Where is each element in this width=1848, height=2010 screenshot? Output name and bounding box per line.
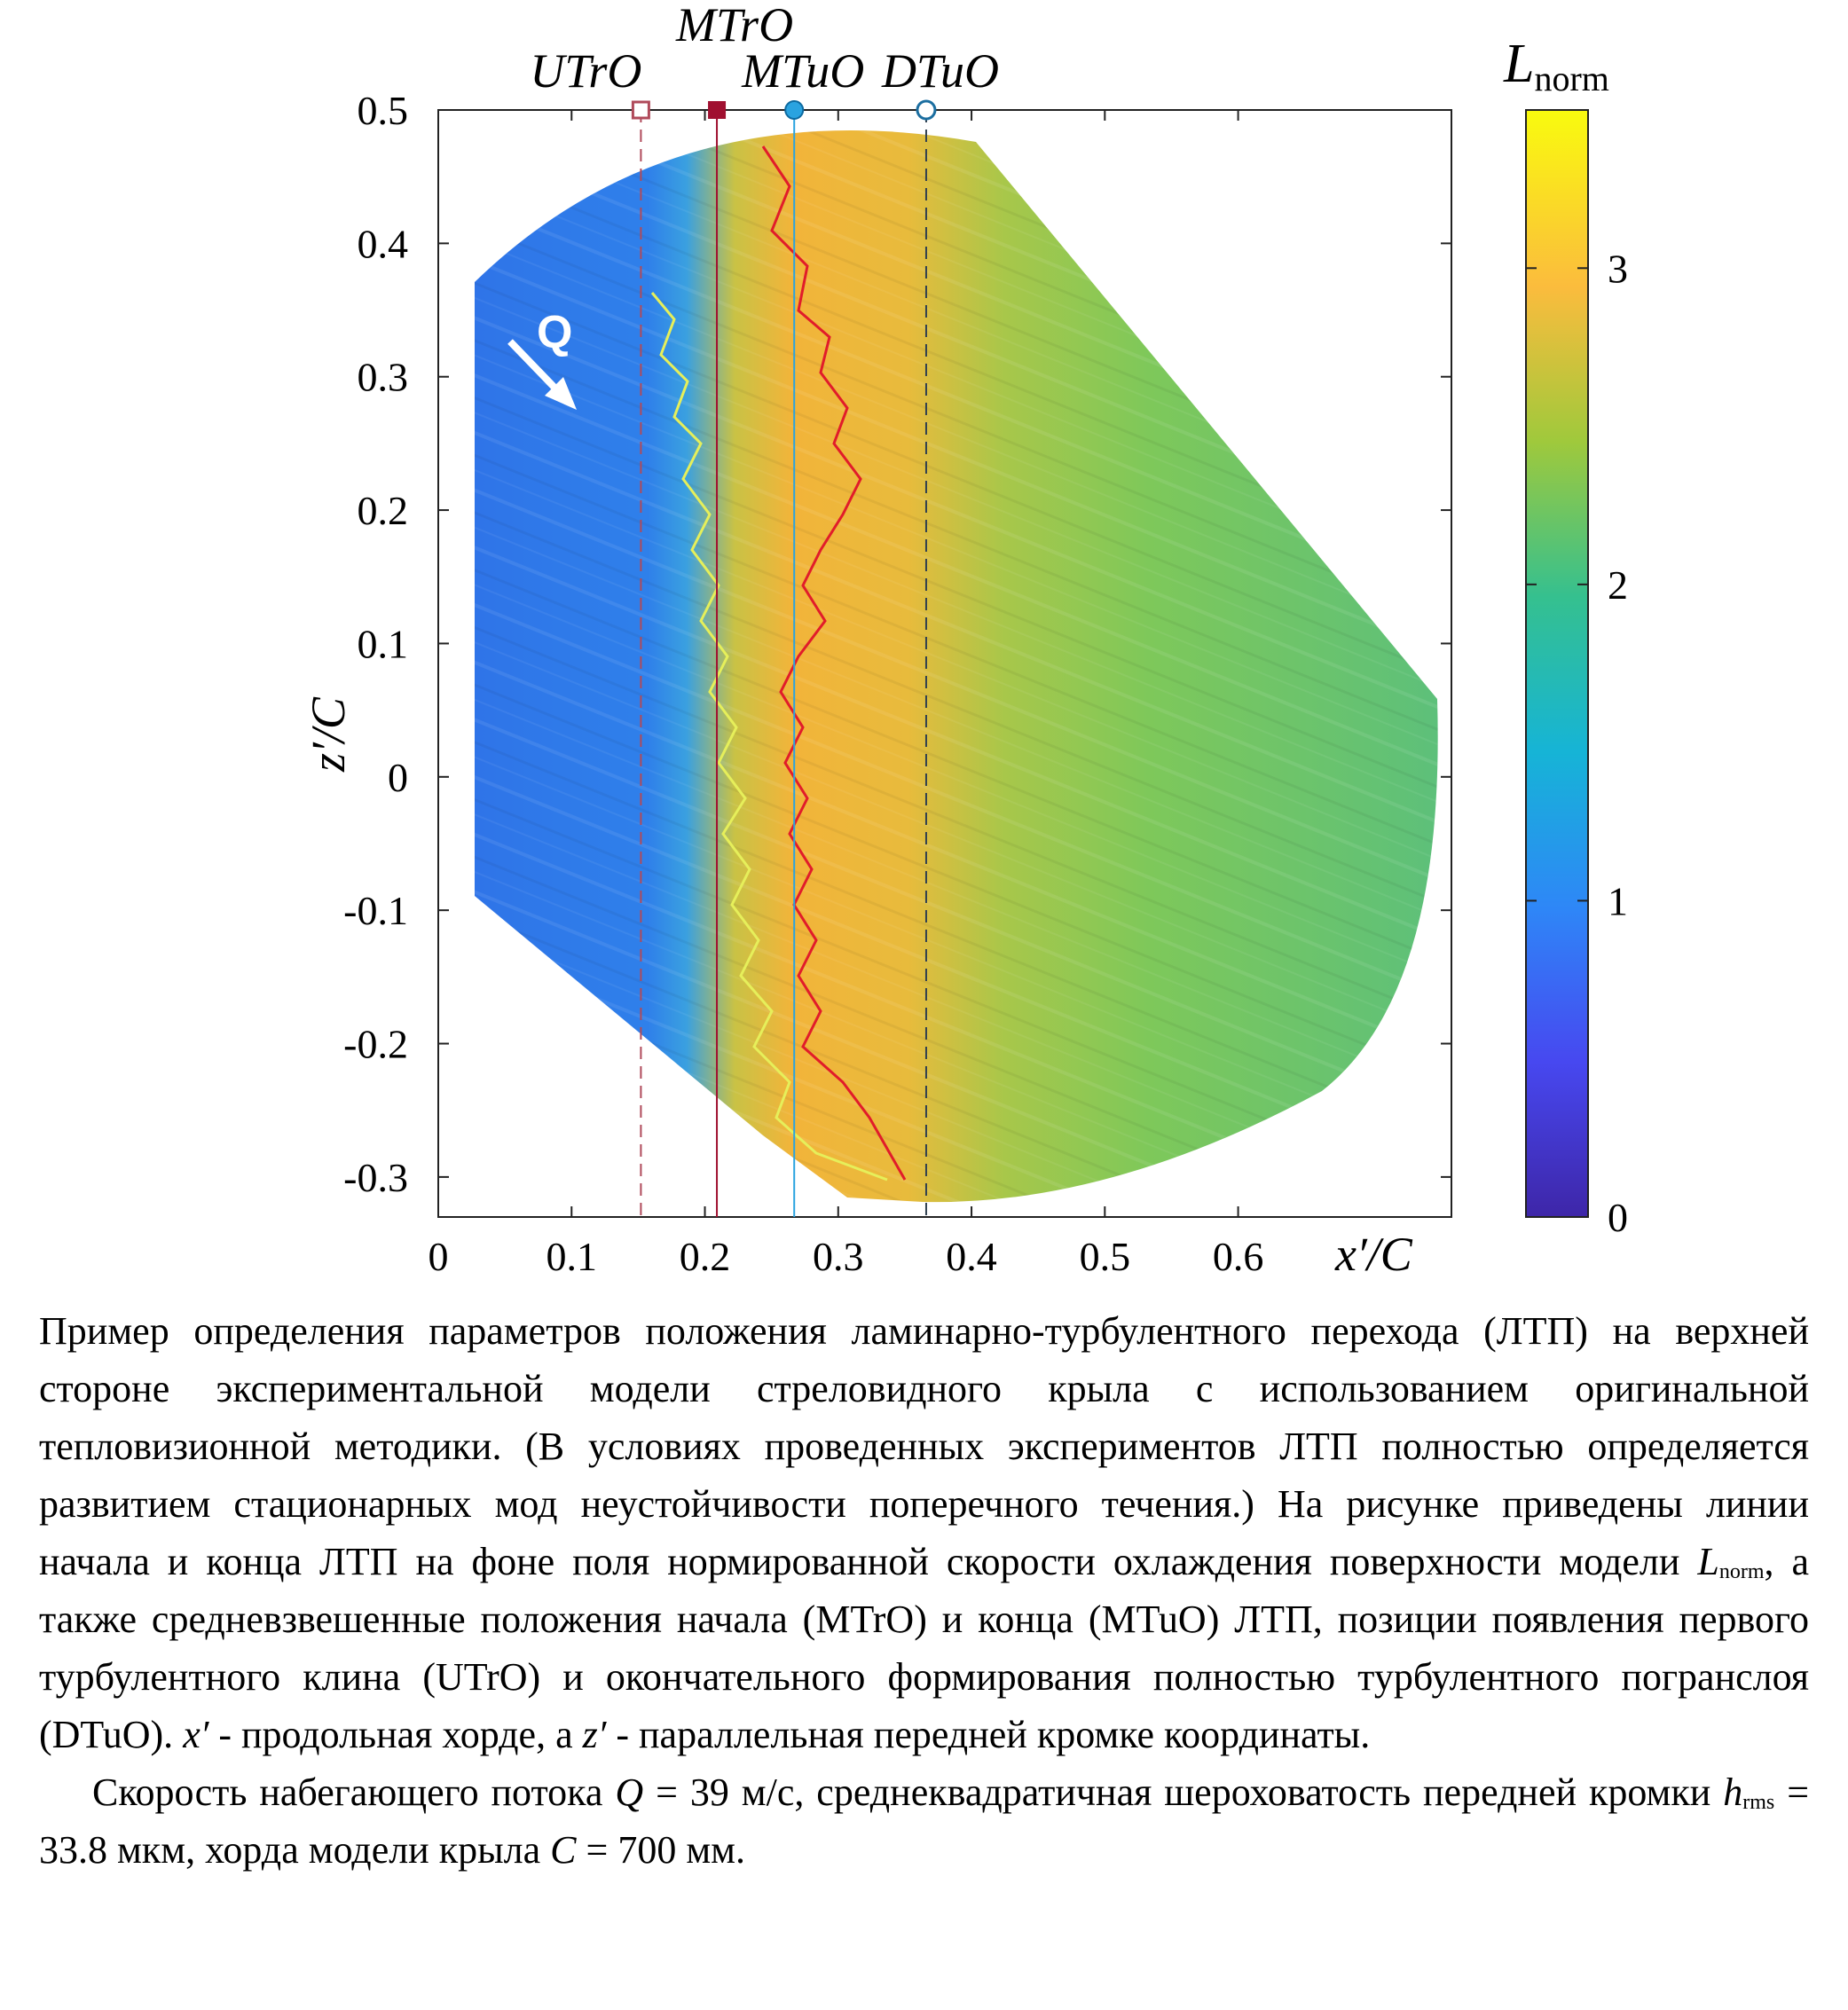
heatmap-streaks [475,130,1438,1203]
plot-frame [437,109,1452,1218]
y-tick-label: 0.4 [358,221,409,266]
caption-symbol-z: z′ [582,1713,607,1756]
marker-label-utro: UTrO [530,44,641,98]
caption-symbol-L: L [1697,1540,1719,1583]
marker-label-dtuo: DTuO [881,44,999,98]
caption-text: = 39 м/с, среднеквадратичная шероховатос… [656,1771,1711,1814]
y-tick-label: -0.2 [343,1022,408,1067]
marker-label-mtro: MTrO [675,0,793,51]
transition-end-contour [761,145,907,1181]
x-tick-label: 0.6 [1213,1234,1264,1279]
flow-label: Q [537,307,572,358]
caption-paragraph-1: Пример определения параметров положения … [39,1302,1809,1763]
y-tick-label: 0.2 [358,488,409,533]
x-tick-label: 0.3 [813,1234,864,1279]
caption-text: = 700 мм. [586,1828,746,1872]
x-tick-label: 0.4 [946,1234,997,1279]
figure-caption: Пример определения параметров положения … [39,1302,1809,1879]
figure: 0 0.1 0.2 0.3 0.4 0.5 0.6 0.5 0.4 0.3 0.2 0.1 0 -0.1… [302,0,1628,1281]
marker-symbol-dtuo [916,99,937,121]
caption-text: , а также средневзвешенные положения нач… [39,1540,1810,1756]
y-tick-label: 0 [388,755,408,800]
colorbar-tick-label: 0 [1608,1195,1628,1240]
caption-symbol-h-sub: rms [1742,1791,1775,1814]
caption-symbol-x: x′ [183,1713,209,1756]
colorbar-tick-label: 2 [1608,562,1628,608]
marker-label-mtuo: MTuO [741,44,864,98]
caption-text: Скорость набегающего потока [92,1771,603,1814]
marker-symbol-mtro [708,101,727,119]
y-axis-label: z′/C [302,696,355,773]
y-tick-label: 0.3 [358,355,409,400]
colorbar [1525,109,1589,1218]
caption-symbol-h: h [1723,1771,1743,1814]
y-axis-ticks: 0.5 0.4 0.3 0.2 0.1 0 -0.1 -0.2 -0.3 [343,88,1451,1200]
x-axis-label: x′/C [1334,1228,1413,1281]
flow-arrow: Q [507,307,577,410]
colorbar-tick-label: 3 [1608,246,1628,291]
y-tick-label: -0.3 [343,1155,408,1200]
transition-onset-contour [650,292,888,1182]
x-tick-label: 0.2 [680,1234,731,1279]
x-tick-label: 0.1 [547,1234,598,1279]
x-tick-label: 0 [429,1234,449,1279]
x-axis-ticks: 0 0.1 0.2 0.3 0.4 0.5 0.6 [429,110,1264,1279]
heatmap [475,130,1438,1203]
y-tick-label: 0.1 [358,621,409,666]
x-tick-label: 0.5 [1080,1234,1131,1279]
caption-paragraph-2: Скорость набегающего потока Q = 39 м/с, … [39,1763,1809,1879]
marker-symbol-utro [631,100,650,120]
caption-text: Пример определения параметров положения … [39,1309,1809,1583]
caption-text: - параллельная передней кромке координат… [616,1713,1371,1756]
colorbar-ticks: 3 2 1 0 [1526,246,1628,1240]
marker-symbol-mtuo [784,100,805,120]
caption-text: - продольная хорде, а [218,1713,573,1756]
y-tick-label: -0.1 [343,888,408,933]
caption-symbol-C: C [550,1828,577,1872]
caption-text: = 33.8 мкм, хорда модели крыла [39,1771,1810,1872]
y-tick-label: 0.5 [358,88,409,133]
colorbar-tick-label: 1 [1608,878,1628,923]
colorbar-label: Lnorm [1503,34,1609,98]
caption-symbol-L-sub: norm [1718,1560,1765,1583]
caption-symbol-Q: Q [615,1771,644,1814]
